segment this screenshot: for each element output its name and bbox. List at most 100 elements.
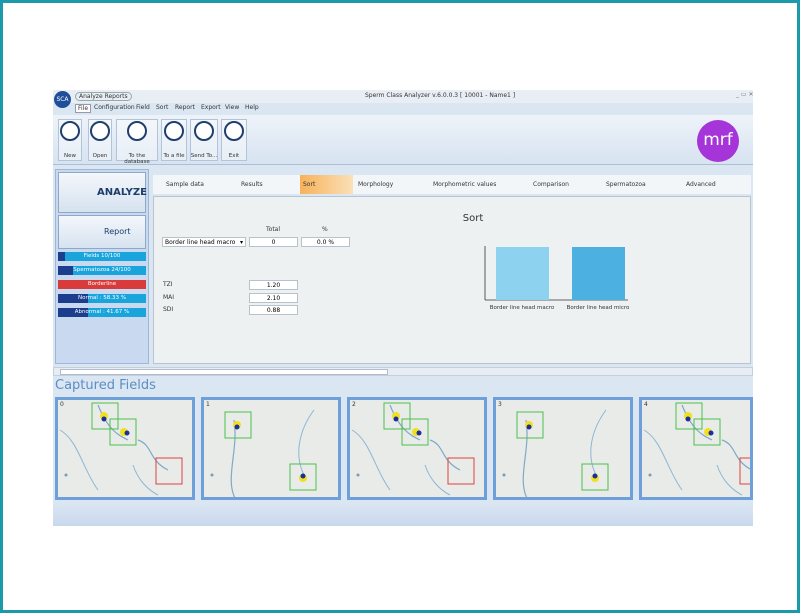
window-controls[interactable]: _ ▭ ✕ (736, 91, 754, 98)
index-value: 2.10 (249, 292, 298, 303)
tab[interactable]: Results (241, 181, 263, 188)
status-bar (58, 280, 146, 289)
toolbar-label[interactable]: Exit (228, 153, 240, 159)
tab[interactable]: Morphology (358, 181, 394, 188)
field-thumb[interactable] (639, 397, 753, 500)
status-bar (58, 252, 146, 261)
head (234, 424, 240, 430)
header-total: Total (266, 226, 281, 233)
menu-item[interactable]: Configuration (94, 104, 135, 111)
box (109, 418, 137, 446)
toolbar-icon (90, 121, 110, 141)
head (708, 430, 714, 436)
menu-item[interactable]: Export (201, 104, 221, 111)
field-number: 4 (644, 401, 648, 408)
field-number: 0 (60, 401, 64, 408)
box (383, 402, 411, 430)
menu-item[interactable]: Sort (156, 104, 169, 111)
bar (496, 247, 549, 300)
box (447, 457, 475, 485)
top-tab[interactable]: Reports (104, 93, 128, 100)
debris (210, 473, 214, 477)
sperm-tail (522, 419, 528, 497)
sort-chart: Sort Border line head macro Border line h… (463, 213, 630, 311)
status-text: Fields 10/100 (83, 253, 121, 259)
menu-item[interactable]: File (75, 104, 92, 113)
brand-logo: mrf (697, 120, 739, 162)
field-thumb[interactable] (55, 397, 195, 500)
debris (64, 473, 68, 477)
title-bar (53, 90, 753, 103)
head (416, 430, 422, 436)
toolbar-label[interactable]: Send To... (190, 153, 218, 159)
toolbar-icon (60, 121, 80, 141)
x-tick-label: Border line head micro (567, 305, 630, 311)
index-label: MAI (163, 293, 175, 301)
toolbar-label[interactable]: To the database (124, 153, 150, 165)
box (581, 463, 609, 491)
x-tick-label: Border line head macro (490, 305, 555, 311)
field-image (210, 409, 317, 497)
field-number: 2 (352, 401, 356, 408)
index-value: 1.20 (249, 280, 298, 290)
field-thumb[interactable] (493, 397, 633, 500)
head (101, 416, 107, 422)
header-pct: % (322, 226, 328, 233)
toolbar-label[interactable]: To a file (163, 153, 185, 159)
field-number: 3 (498, 401, 502, 408)
debris (648, 473, 652, 477)
chart-title: Sort (463, 213, 484, 224)
sperm-tail (351, 429, 451, 496)
index-label: TZI (163, 281, 173, 288)
status-bar (58, 294, 146, 303)
field-thumb[interactable] (347, 397, 487, 500)
index-value: 0.88 (249, 305, 298, 315)
box (693, 418, 721, 446)
menu-item[interactable]: Field (136, 104, 150, 111)
menu-item[interactable]: Report (175, 104, 195, 111)
index-label: SDI (163, 306, 174, 313)
toolbar-label[interactable]: Open (92, 153, 108, 159)
head (393, 416, 399, 422)
field-thumb[interactable] (201, 397, 341, 500)
head (685, 416, 691, 422)
status-text: Spermatozoa 24/100 (73, 267, 131, 273)
box (739, 457, 750, 485)
app-logo[interactable]: SCA (54, 91, 71, 108)
box (401, 418, 429, 446)
debris (356, 473, 360, 477)
menu-item[interactable]: Help (245, 104, 259, 111)
tab[interactable]: Spermatozoa (606, 181, 646, 188)
toolbar-label[interactable]: New (64, 153, 76, 159)
sperm-tail (590, 409, 607, 476)
sperm-tail (681, 404, 750, 470)
scrollbar[interactable] (53, 367, 753, 376)
menu-item[interactable]: View (225, 104, 240, 111)
status-fill (58, 308, 88, 317)
captured-title: Captured Fields (55, 378, 156, 393)
toolbar-icon (224, 121, 244, 141)
sperm-tail (230, 419, 236, 497)
tab[interactable]: Sample data (166, 181, 204, 188)
sperm-tail (59, 429, 159, 496)
sort-select[interactable]: Border line head macro ▾ (162, 237, 246, 247)
toolbar-icon (164, 121, 184, 141)
head (592, 473, 598, 479)
tab[interactable]: Comparison (533, 181, 569, 188)
field-image (502, 409, 609, 497)
top-tab[interactable]: Analyze (79, 93, 103, 100)
scroll-thumb[interactable] (60, 369, 388, 375)
debris (502, 473, 506, 477)
report-button[interactable]: Report (58, 215, 146, 249)
box (289, 463, 317, 491)
analyze-button[interactable]: ANALYZE (58, 172, 147, 213)
select-text: Border line head macro (165, 239, 236, 246)
total-box: 0 (249, 237, 298, 247)
tab[interactable]: Advanced (686, 181, 716, 188)
sperm-tail (389, 404, 461, 471)
ribbon (53, 115, 753, 165)
tab[interactable]: Morphometric values (433, 181, 497, 188)
box (675, 402, 703, 430)
tab[interactable]: Sort (303, 181, 316, 188)
head (526, 424, 532, 430)
